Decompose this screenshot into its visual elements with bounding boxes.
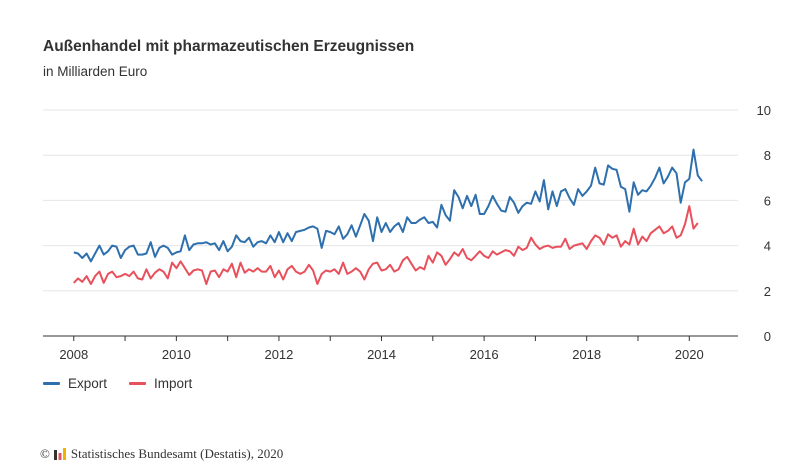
y-tick-label: 4 [764,239,771,254]
legend-label-export: Export [68,376,108,391]
y-tick-label: 2 [764,284,771,299]
copyright-symbol: © [40,446,50,461]
footer-source-text: Statistisches Bundesamt (Destatis), 2020 [70,446,284,461]
y-tick-label: 0 [764,329,771,344]
legend-item-import[interactable]: Import [129,376,192,391]
series-line-import [73,205,699,285]
legend-item-export[interactable]: Export [43,376,107,391]
series-line-export [73,148,703,263]
legend-label-import: Import [154,376,193,391]
y-tick-label: 6 [764,193,771,208]
legend: Export Import [43,376,192,391]
x-tick-label: 2020 [675,347,704,362]
grid-lines [43,109,738,292]
legend-swatch-import [129,382,147,385]
x-tick-label: 2014 [367,347,396,362]
x-tick-label: 2012 [264,347,293,362]
series-lines [73,148,703,285]
x-tick-label: 2016 [470,347,499,362]
y-tick-label: 10 [757,103,771,118]
y-axis-labels: 0 2 4 6 8 10 [757,103,771,344]
x-axis: 2008 2010 2012 2014 2016 2018 2020 [43,335,738,362]
destatis-logo-icon [53,448,66,460]
x-tick-label: 2018 [572,347,601,362]
line-chart: 2008 2010 2012 2014 2016 2018 2020 0 2 4 6 8 10 [43,103,771,362]
legend-swatch-export [43,382,60,385]
chart-title: Außenhandel mit pharmazeutischen Erzeugn… [43,38,415,55]
x-tick-label: 2008 [59,347,88,362]
y-tick-label: 8 [764,148,771,163]
x-tick-label: 2010 [162,347,191,362]
chart-subtitle: in Milliarden Euro [43,64,148,79]
footer-credit: © Statistisches Bundesamt (Destatis), 20… [40,446,283,462]
